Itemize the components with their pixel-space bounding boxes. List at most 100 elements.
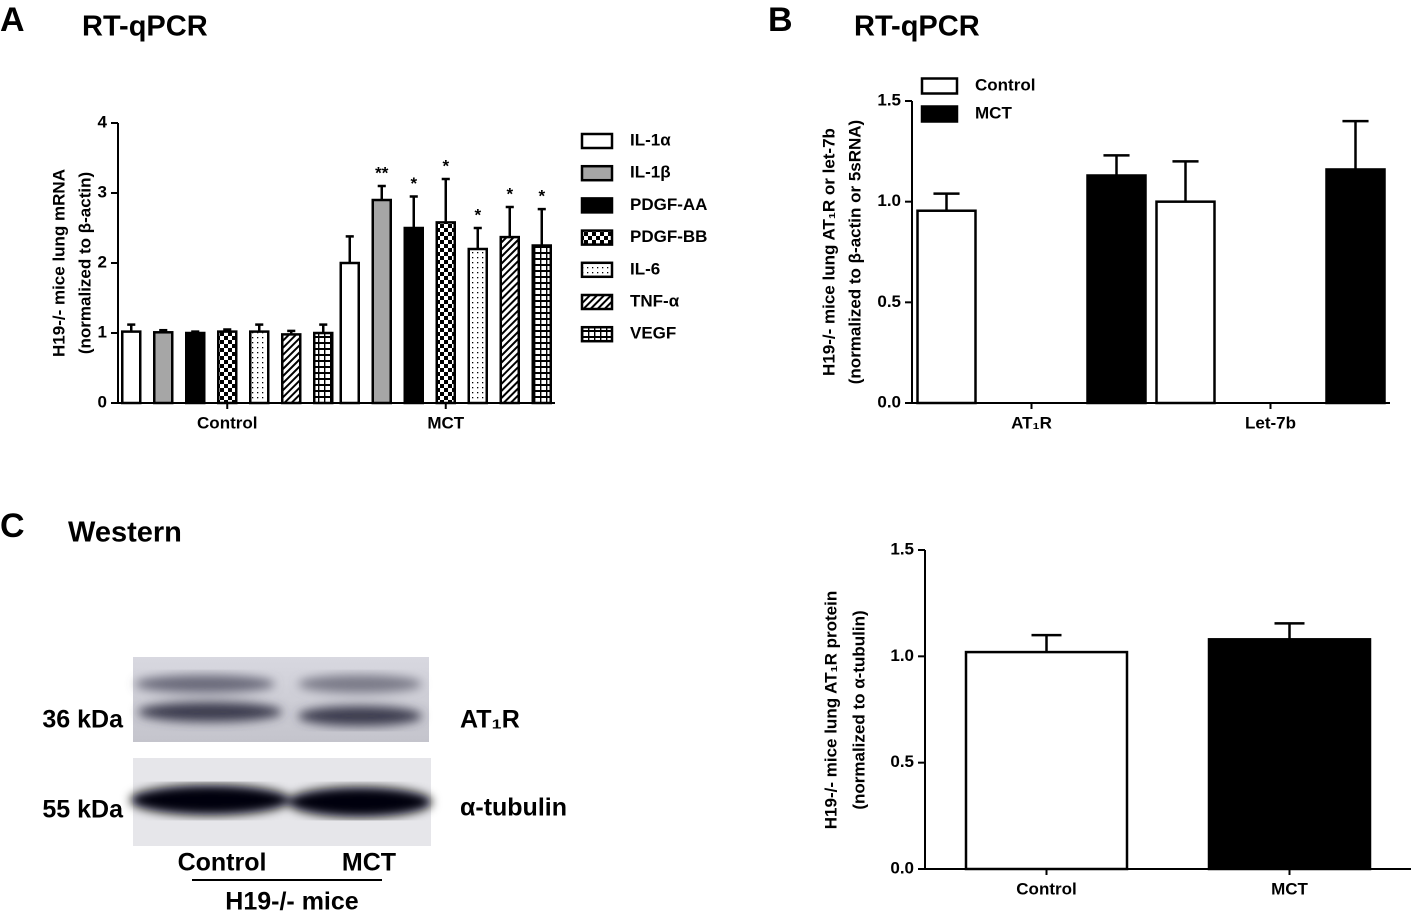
panel-letter: C <box>0 507 25 545</box>
band-size: 36 kDa <box>42 706 124 734</box>
bar <box>249 330 270 405</box>
panel-letter: B <box>768 1 793 39</box>
y-tick-label: 2 <box>98 252 107 271</box>
error-bar <box>1103 154 1130 176</box>
error-bar <box>1172 160 1199 202</box>
bar <box>1207 638 1372 871</box>
x-tick-label: Let-7b <box>1245 413 1296 432</box>
legend-swatch <box>920 77 959 95</box>
bar <box>1155 200 1216 405</box>
error-bar <box>409 195 418 228</box>
error-bar <box>377 184 386 200</box>
legend-label: PDGF-AA <box>630 195 707 214</box>
bar <box>964 650 1129 871</box>
error-bar <box>223 328 232 332</box>
y-tick-label: 1 <box>98 322 107 341</box>
panel-title: Western <box>68 517 182 549</box>
error-bar <box>933 192 960 211</box>
bar <box>313 331 334 405</box>
y-tick-label: 3 <box>98 182 107 201</box>
legend-label: IL-1β <box>630 163 671 182</box>
blot-bands <box>135 675 422 726</box>
significance: * <box>538 187 545 206</box>
error-bar <box>441 177 450 223</box>
legend-swatch <box>580 164 614 182</box>
error-bar <box>159 328 168 333</box>
bar <box>1325 168 1386 405</box>
legend-swatch <box>580 229 614 246</box>
bar <box>531 244 552 405</box>
bar <box>435 221 456 405</box>
significance: * <box>410 174 417 193</box>
bar <box>467 247 488 405</box>
bar <box>916 209 977 405</box>
y-tick-label: 0.0 <box>890 858 914 877</box>
error-bar <box>1274 622 1305 640</box>
legend-label: Control <box>975 75 1035 94</box>
y-axis-label: H19-/- mice lung mRNA <box>49 169 68 357</box>
x-tick-label: MCT <box>1271 879 1308 898</box>
y-axis-label: (normalized to β-actin) <box>75 172 94 354</box>
error-bar <box>537 207 546 246</box>
y-tick-label: 1.5 <box>890 539 914 558</box>
y-tick-label: 4 <box>98 112 108 131</box>
bar <box>339 261 360 405</box>
legend-swatch <box>580 325 614 343</box>
bar <box>185 331 206 405</box>
bar <box>281 333 302 405</box>
legend-label: IL-6 <box>630 259 660 278</box>
error-bar <box>127 323 136 332</box>
bar <box>1086 174 1147 405</box>
x-tick-label: Control <box>197 413 257 432</box>
y-tick-label: 0 <box>98 392 107 411</box>
bar <box>499 235 520 405</box>
error-bar <box>505 205 514 238</box>
blot <box>133 657 429 742</box>
lane-label: Control <box>178 849 267 877</box>
error-bar <box>1342 119 1369 170</box>
band-size: 55 kDa <box>42 796 124 824</box>
y-axis-label: H19-/- mice lung AT₁R or let-7b <box>819 128 838 376</box>
y-tick-label: 0.5 <box>877 292 901 311</box>
legend-swatch <box>920 105 959 123</box>
panel-letter: A <box>0 1 25 39</box>
bar <box>121 330 142 405</box>
legend-swatch <box>580 197 614 214</box>
x-tick-label: MCT <box>427 413 464 432</box>
significance: ** <box>375 163 389 182</box>
legend-label: IL-1α <box>630 130 671 149</box>
legend-label: MCT <box>975 103 1012 122</box>
legend-swatch <box>580 132 614 150</box>
error-bar <box>345 235 354 263</box>
bar <box>153 331 174 405</box>
y-tick-label: 0.5 <box>890 752 914 771</box>
y-axis-label: H19-/- mice lung AT₁R protein <box>821 591 840 829</box>
y-tick-label: 0.0 <box>877 392 901 411</box>
bar <box>371 198 392 405</box>
bar <box>217 330 238 405</box>
western-panel: C Western 36 kDa AT₁R 55 kDa α-tubulin C… <box>0 507 567 913</box>
x-tick-label: AT₁R <box>1011 413 1052 432</box>
y-tick-label: 1.0 <box>890 646 914 665</box>
significance: * <box>442 156 449 175</box>
error-bar <box>473 226 482 249</box>
error-bar <box>287 329 296 335</box>
y-tick-label: 1.5 <box>877 90 901 109</box>
panel-title: RT-qPCR <box>854 11 980 43</box>
lane-label: MCT <box>342 849 396 877</box>
band-label: α-tubulin <box>460 794 567 822</box>
legend-label: TNF-α <box>630 291 680 310</box>
y-axis-label: (normalized to α-tubulin) <box>849 610 868 809</box>
error-bar <box>255 323 264 332</box>
y-axis-label: (normalized to β-actin or 5sRNA) <box>845 120 864 384</box>
error-bar <box>191 330 200 333</box>
legend-swatch <box>580 261 614 279</box>
significance: * <box>474 205 481 224</box>
legend-label: PDGF-BB <box>630 227 707 246</box>
legend-label: VEGF <box>630 324 676 343</box>
error-bar <box>319 323 328 333</box>
y-tick-label: 1.0 <box>877 191 901 210</box>
band-label: AT₁R <box>460 706 520 734</box>
